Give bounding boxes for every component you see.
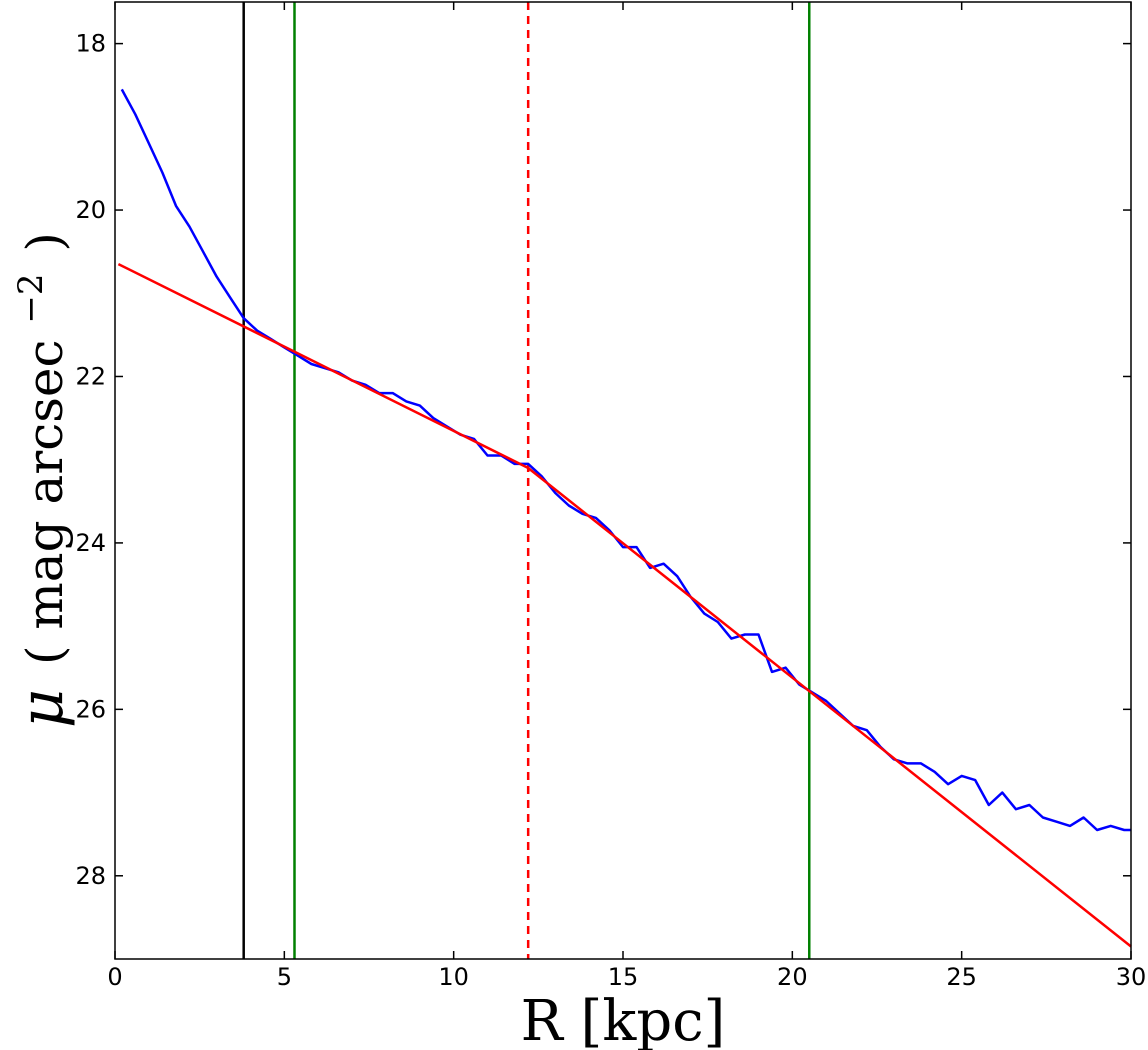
y-axis-label-mu: μ bbox=[7, 689, 77, 728]
y-tick-label: 18 bbox=[75, 30, 106, 58]
x-tick-label: 30 bbox=[1116, 963, 1147, 991]
x-tick-label: 20 bbox=[777, 963, 808, 991]
y-axis-label-open-paren: ( bbox=[16, 646, 74, 666]
x-tick-label: 15 bbox=[608, 963, 639, 991]
series-line-1 bbox=[117, 262, 1132, 948]
y-tick-label: 26 bbox=[75, 695, 106, 723]
x-tick-label: 10 bbox=[438, 963, 469, 991]
plot-background bbox=[115, 2, 1131, 959]
y-tick-label: 28 bbox=[75, 862, 106, 890]
y-axis-ticks: 18 20 22 24 26 28 bbox=[75, 30, 1131, 890]
y-axis-label-units: mag arcsec bbox=[16, 340, 74, 630]
x-tick-label: 0 bbox=[107, 963, 122, 991]
y-tick-label: 22 bbox=[75, 362, 106, 390]
y-axis-label-exponent: −2 bbox=[11, 273, 51, 323]
x-tick-label: 25 bbox=[946, 963, 977, 991]
x-tick-label: 5 bbox=[277, 963, 292, 991]
x-axis-ticks: 0 5 10 15 20 25 30 bbox=[107, 2, 1146, 991]
y-tick-label: 20 bbox=[75, 196, 106, 224]
y-tick-label: 24 bbox=[75, 529, 106, 557]
y-axis-label: μ ( mag arcsec −2 ) bbox=[0, 232, 77, 728]
x-axis-label: R [kpc] bbox=[521, 989, 726, 1050]
y-axis-label-close-paren: ) bbox=[16, 232, 74, 252]
data-layer bbox=[117, 2, 1132, 959]
